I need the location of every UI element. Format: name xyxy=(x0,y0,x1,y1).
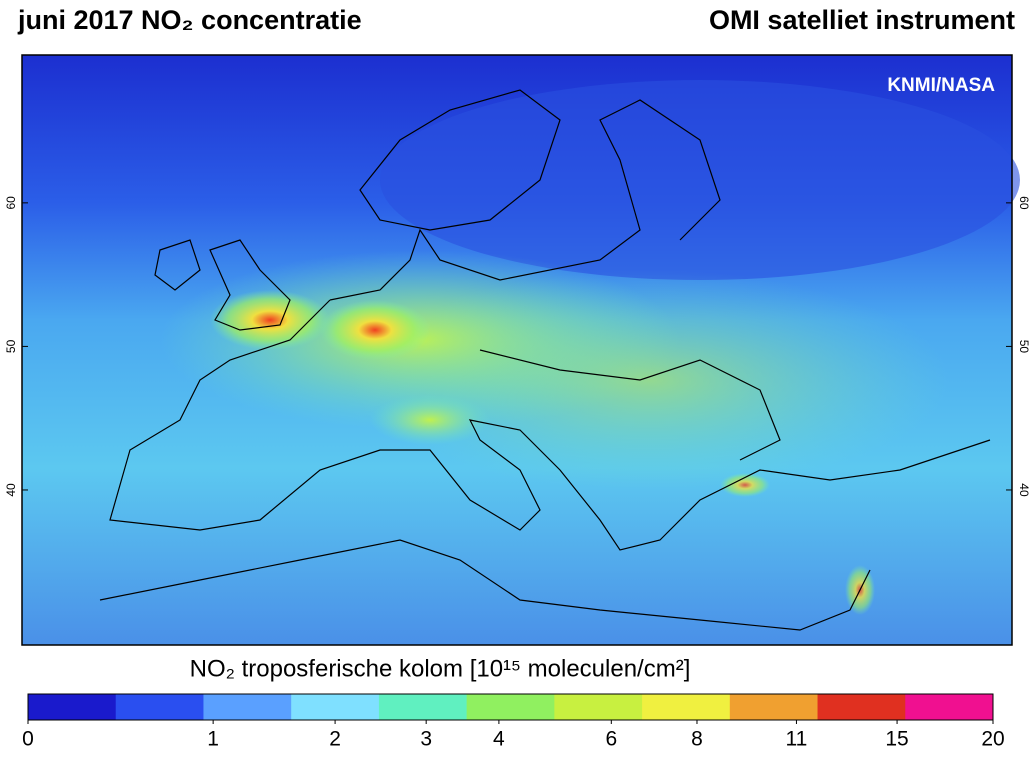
map: KNMI/NASA xyxy=(21,54,1020,646)
colorbar-segment xyxy=(203,694,292,720)
hotspot xyxy=(720,473,770,497)
colorbar-segment xyxy=(905,694,994,720)
colorbar-tick-label: 0 xyxy=(22,728,34,751)
title: juni 2017 NO₂ concentratie xyxy=(17,5,362,35)
region xyxy=(370,395,490,445)
map-frame xyxy=(21,54,1013,646)
colorbar-tick-label: 11 xyxy=(786,728,808,751)
colorbar-tick-label: 20 xyxy=(981,728,1004,751)
colorbar-segment xyxy=(378,694,468,720)
colorbar-segment xyxy=(466,694,555,720)
colorbar-segment xyxy=(291,694,380,720)
colorbar-tick-label: 2 xyxy=(329,728,341,751)
lat-label: 50 xyxy=(1017,340,1031,354)
colorbar-segment xyxy=(642,694,731,720)
hotspot xyxy=(320,300,430,360)
colorbar-segment xyxy=(115,694,204,720)
colorbar-tick-label: 1 xyxy=(207,728,219,751)
lat-label: 40 xyxy=(1017,483,1031,497)
lat-label: 60 xyxy=(1017,196,1031,210)
colorbar-segment xyxy=(817,694,906,720)
colorbar-tick-label: 4 xyxy=(493,728,505,751)
colorbar-label: NO₂ troposferische kolom [10¹⁵ moleculen… xyxy=(190,655,691,682)
subtitle: OMI satelliet instrument xyxy=(709,5,1015,35)
hotspot xyxy=(210,290,330,350)
colorbar-frame xyxy=(27,693,994,721)
region xyxy=(350,270,950,490)
colorbar-segment xyxy=(729,694,819,720)
region xyxy=(380,80,1020,280)
colorbar-tick-label: 8 xyxy=(691,728,703,751)
lat-label: 60 xyxy=(4,196,18,210)
lat-label: 40 xyxy=(4,483,18,497)
colorbar-segment xyxy=(554,694,643,720)
colorbar-tick-label: 15 xyxy=(885,728,908,751)
colorbar: 0 1 2 3 4 6 8 11 15 20 xyxy=(22,693,1005,751)
coastlines xyxy=(99,89,991,631)
credit: KNMI/NASA xyxy=(887,75,995,96)
colorbar-tick-label: 6 xyxy=(605,728,617,751)
lat-label: 50 xyxy=(4,339,18,353)
colorbar-tick-label: 3 xyxy=(420,728,432,751)
colorbar-segment xyxy=(28,694,117,720)
